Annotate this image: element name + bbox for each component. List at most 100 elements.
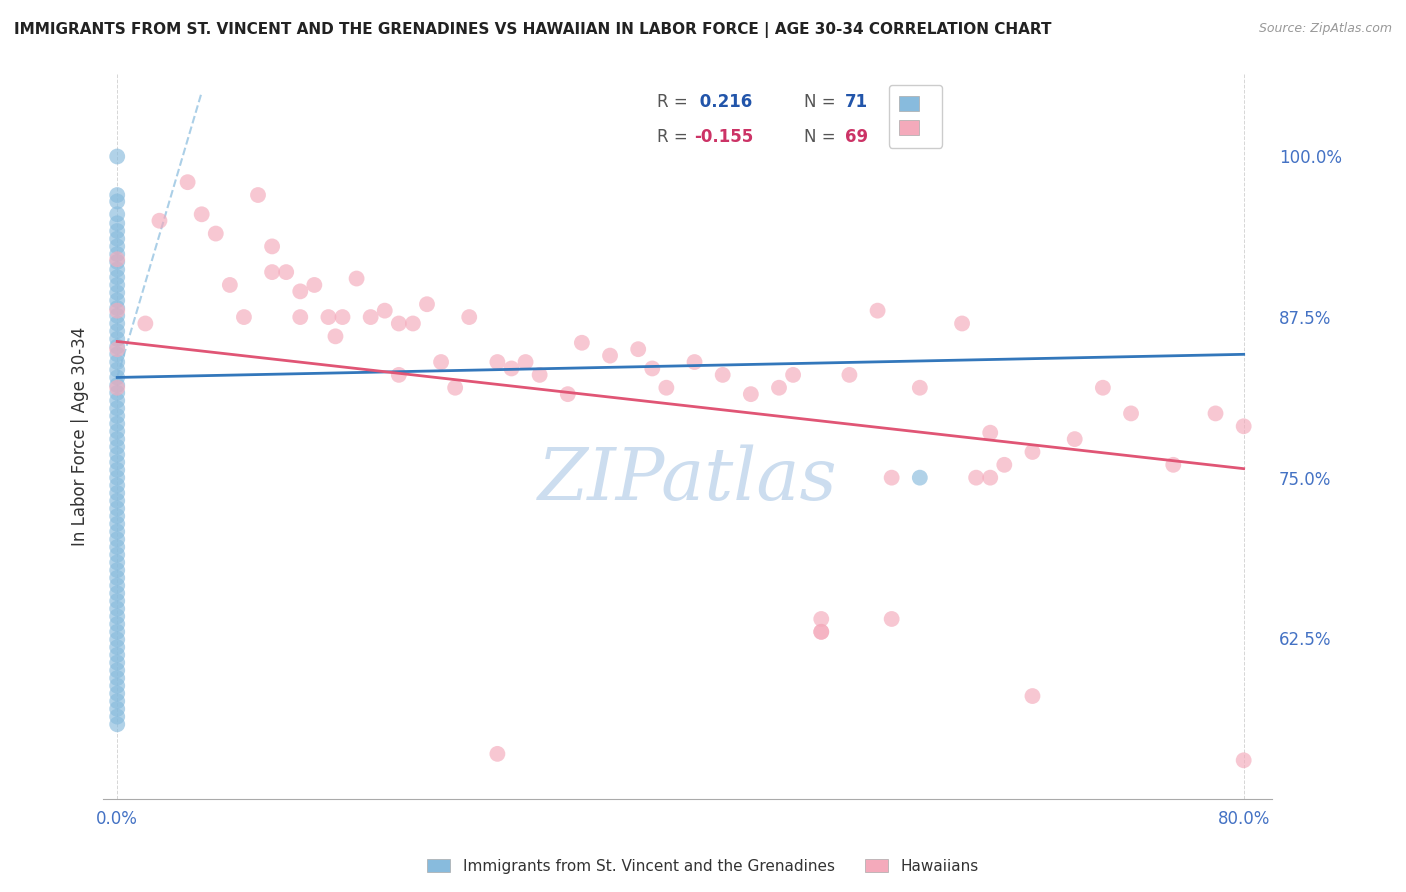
Point (105, 671, 128, 685)
Point (880, 612, 903, 626)
Point (655, 381, 678, 395)
Text: IMMIGRANTS FROM ST. VINCENT AND THE GRENADINES VS HAWAIIAN IN LABOR FORCE | AGE : IMMIGRANTS FROM ST. VINCENT AND THE GREN… (14, 22, 1052, 38)
Point (683, 355, 706, 369)
Point (908, 381, 931, 395)
Point (276, 265, 298, 279)
Point (711, 368, 734, 382)
Point (105, 609, 128, 624)
Legend: Immigrants from St. Vincent and the Grenadines, Hawaiians: Immigrants from St. Vincent and the Gren… (422, 853, 984, 880)
Point (105, 303, 128, 318)
Point (105, 594, 128, 608)
Point (105, 533, 128, 547)
Point (105, 370, 128, 384)
Point (105, 255, 128, 269)
Point (105, 578, 128, 592)
Point (1063, 432, 1085, 446)
Point (740, 387, 762, 401)
Point (105, 239, 128, 253)
Point (627, 342, 650, 356)
Point (247, 188, 270, 202)
Point (105, 347, 128, 361)
Point (105, 556, 128, 570)
Point (360, 310, 382, 324)
Point (105, 401, 128, 416)
Point (105, 216, 128, 230)
Legend: , : , (889, 85, 942, 147)
Point (105, 188, 128, 202)
Point (838, 368, 860, 382)
Point (880, 470, 903, 484)
Point (105, 571, 128, 585)
Point (430, 355, 453, 369)
Point (388, 317, 411, 331)
Point (1233, 753, 1256, 767)
Point (105, 617, 128, 632)
Point (979, 425, 1001, 440)
Point (105, 417, 128, 431)
Point (105, 463, 128, 477)
Point (105, 381, 128, 395)
Text: -0.155: -0.155 (695, 128, 754, 146)
Point (105, 247, 128, 261)
Point (105, 516, 128, 531)
Point (262, 265, 284, 279)
Point (232, 310, 254, 324)
Point (866, 303, 889, 318)
Point (105, 207, 128, 221)
Point (810, 624, 832, 639)
Point (1205, 406, 1227, 420)
Point (105, 540, 128, 554)
Point (105, 694, 128, 708)
Point (105, 455, 128, 469)
Point (105, 586, 128, 600)
Point (557, 387, 579, 401)
Point (599, 349, 621, 363)
Point (105, 640, 128, 655)
Point (950, 317, 973, 331)
Point (105, 425, 128, 439)
Point (105, 470, 128, 484)
Point (529, 368, 551, 382)
Point (105, 501, 128, 516)
Point (486, 747, 509, 761)
Point (318, 310, 340, 324)
Point (304, 277, 326, 292)
Point (374, 303, 396, 318)
Point (105, 648, 128, 662)
Point (105, 301, 128, 315)
Point (105, 679, 128, 693)
Point (515, 355, 537, 369)
Point (105, 385, 128, 400)
Point (105, 486, 128, 500)
Point (105, 601, 128, 615)
Point (105, 363, 128, 377)
Point (979, 470, 1001, 484)
Point (176, 175, 198, 189)
Point (105, 342, 128, 356)
Point (105, 194, 128, 209)
Point (105, 149, 128, 163)
Text: Source: ZipAtlas.com: Source: ZipAtlas.com (1258, 22, 1392, 36)
Point (1119, 406, 1142, 420)
Point (105, 509, 128, 524)
Point (105, 656, 128, 670)
Point (105, 293, 128, 308)
Point (105, 277, 128, 292)
Point (105, 252, 128, 267)
Point (641, 361, 664, 376)
Y-axis label: In Labor Force | Age 30-34: In Labor Force | Age 30-34 (72, 326, 89, 546)
Text: 0.216: 0.216 (695, 93, 752, 111)
Point (105, 224, 128, 238)
Point (105, 317, 128, 331)
Point (768, 381, 790, 395)
Point (458, 310, 481, 324)
Point (105, 262, 128, 277)
Point (262, 239, 284, 253)
Point (105, 232, 128, 246)
Text: 71: 71 (845, 93, 869, 111)
Point (346, 271, 368, 285)
Point (105, 309, 128, 323)
Point (105, 393, 128, 408)
Point (105, 440, 128, 454)
Point (1091, 381, 1114, 395)
